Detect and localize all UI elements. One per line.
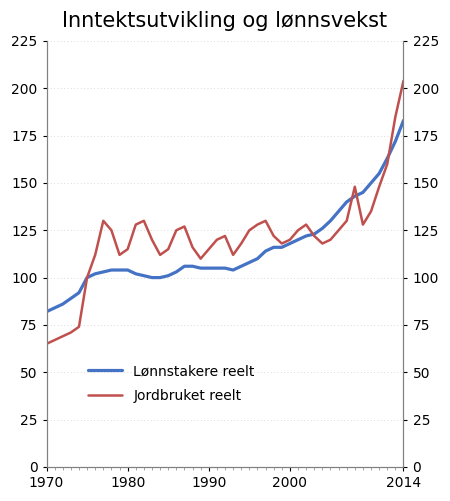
Jordbruket reelt bbox=[198, 256, 203, 262]
Lønnstakere reelt bbox=[206, 265, 211, 271]
Jordbruket reelt bbox=[352, 184, 357, 190]
Lønnstakere reelt bbox=[255, 256, 260, 262]
Jordbruket reelt bbox=[85, 275, 90, 281]
Lønnstakere reelt bbox=[263, 248, 268, 254]
Jordbruket reelt bbox=[295, 227, 301, 233]
Jordbruket reelt bbox=[287, 237, 292, 243]
Lønnstakere reelt bbox=[76, 290, 81, 296]
Jordbruket reelt bbox=[68, 330, 73, 336]
Lønnstakere reelt bbox=[44, 309, 49, 315]
Lønnstakere reelt bbox=[303, 233, 309, 239]
Lønnstakere reelt bbox=[125, 267, 130, 273]
Jordbruket reelt bbox=[311, 233, 317, 239]
Lønnstakere reelt bbox=[311, 231, 317, 237]
Jordbruket reelt bbox=[385, 161, 390, 167]
Jordbruket reelt bbox=[174, 227, 179, 233]
Lønnstakere reelt bbox=[401, 118, 406, 124]
Lønnstakere reelt bbox=[336, 208, 341, 214]
Lønnstakere reelt bbox=[141, 273, 147, 279]
Lønnstakere reelt bbox=[393, 138, 398, 144]
Lønnstakere reelt bbox=[174, 269, 179, 275]
Lønnstakere reelt bbox=[352, 193, 357, 199]
Jordbruket reelt bbox=[149, 237, 155, 243]
Lønnstakere reelt bbox=[360, 189, 365, 195]
Jordbruket reelt bbox=[303, 221, 309, 227]
Line: Jordbruket reelt: Jordbruket reelt bbox=[46, 81, 404, 344]
Line: Lønnstakere reelt: Lønnstakere reelt bbox=[46, 121, 404, 312]
Lønnstakere reelt bbox=[133, 271, 139, 277]
Jordbruket reelt bbox=[328, 237, 333, 243]
Legend: Lønnstakere reelt, Jordbruket reelt: Lønnstakere reelt, Jordbruket reelt bbox=[82, 359, 261, 409]
Jordbruket reelt bbox=[393, 114, 398, 120]
Lønnstakere reelt bbox=[369, 180, 374, 186]
Jordbruket reelt bbox=[344, 218, 349, 224]
Jordbruket reelt bbox=[263, 218, 268, 224]
Jordbruket reelt bbox=[76, 324, 81, 330]
Jordbruket reelt bbox=[206, 246, 211, 252]
Jordbruket reelt bbox=[336, 227, 341, 233]
Jordbruket reelt bbox=[125, 246, 130, 252]
Lønnstakere reelt bbox=[385, 155, 390, 161]
Lønnstakere reelt bbox=[85, 275, 90, 281]
Lønnstakere reelt bbox=[295, 237, 301, 243]
Lønnstakere reelt bbox=[166, 273, 171, 279]
Lønnstakere reelt bbox=[190, 263, 195, 269]
Lønnstakere reelt bbox=[93, 271, 98, 277]
Jordbruket reelt bbox=[60, 333, 65, 339]
Jordbruket reelt bbox=[320, 240, 325, 246]
Jordbruket reelt bbox=[238, 240, 244, 246]
Jordbruket reelt bbox=[166, 246, 171, 252]
Jordbruket reelt bbox=[52, 337, 57, 343]
Jordbruket reelt bbox=[230, 252, 236, 258]
Jordbruket reelt bbox=[101, 218, 106, 224]
Lønnstakere reelt bbox=[149, 275, 155, 281]
Lønnstakere reelt bbox=[328, 218, 333, 224]
Lønnstakere reelt bbox=[182, 263, 187, 269]
Jordbruket reelt bbox=[133, 221, 139, 227]
Jordbruket reelt bbox=[44, 341, 49, 347]
Jordbruket reelt bbox=[182, 223, 187, 229]
Jordbruket reelt bbox=[369, 208, 374, 214]
Lønnstakere reelt bbox=[109, 267, 114, 273]
Jordbruket reelt bbox=[279, 240, 284, 246]
Jordbruket reelt bbox=[222, 233, 228, 239]
Lønnstakere reelt bbox=[230, 267, 236, 273]
Lønnstakere reelt bbox=[117, 267, 122, 273]
Lønnstakere reelt bbox=[247, 260, 252, 266]
Lønnstakere reelt bbox=[287, 240, 292, 246]
Lønnstakere reelt bbox=[198, 265, 203, 271]
Lønnstakere reelt bbox=[158, 275, 163, 281]
Lønnstakere reelt bbox=[214, 265, 220, 271]
Jordbruket reelt bbox=[214, 237, 220, 243]
Lønnstakere reelt bbox=[238, 263, 244, 269]
Jordbruket reelt bbox=[401, 78, 406, 84]
Jordbruket reelt bbox=[255, 221, 260, 227]
Lønnstakere reelt bbox=[279, 244, 284, 250]
Jordbruket reelt bbox=[377, 184, 382, 190]
Lønnstakere reelt bbox=[101, 269, 106, 275]
Lønnstakere reelt bbox=[222, 265, 228, 271]
Jordbruket reelt bbox=[117, 252, 122, 258]
Lønnstakere reelt bbox=[60, 301, 65, 307]
Lønnstakere reelt bbox=[271, 244, 276, 250]
Lønnstakere reelt bbox=[52, 305, 57, 311]
Jordbruket reelt bbox=[271, 233, 276, 239]
Lønnstakere reelt bbox=[320, 225, 325, 231]
Lønnstakere reelt bbox=[68, 296, 73, 302]
Jordbruket reelt bbox=[109, 227, 114, 233]
Jordbruket reelt bbox=[141, 218, 147, 224]
Title: Inntektsutvikling og lønnsvekst: Inntektsutvikling og lønnsvekst bbox=[63, 11, 387, 31]
Lønnstakere reelt bbox=[377, 170, 382, 176]
Jordbruket reelt bbox=[158, 252, 163, 258]
Jordbruket reelt bbox=[360, 221, 365, 227]
Lønnstakere reelt bbox=[344, 199, 349, 205]
Jordbruket reelt bbox=[93, 252, 98, 258]
Jordbruket reelt bbox=[247, 227, 252, 233]
Jordbruket reelt bbox=[190, 244, 195, 250]
